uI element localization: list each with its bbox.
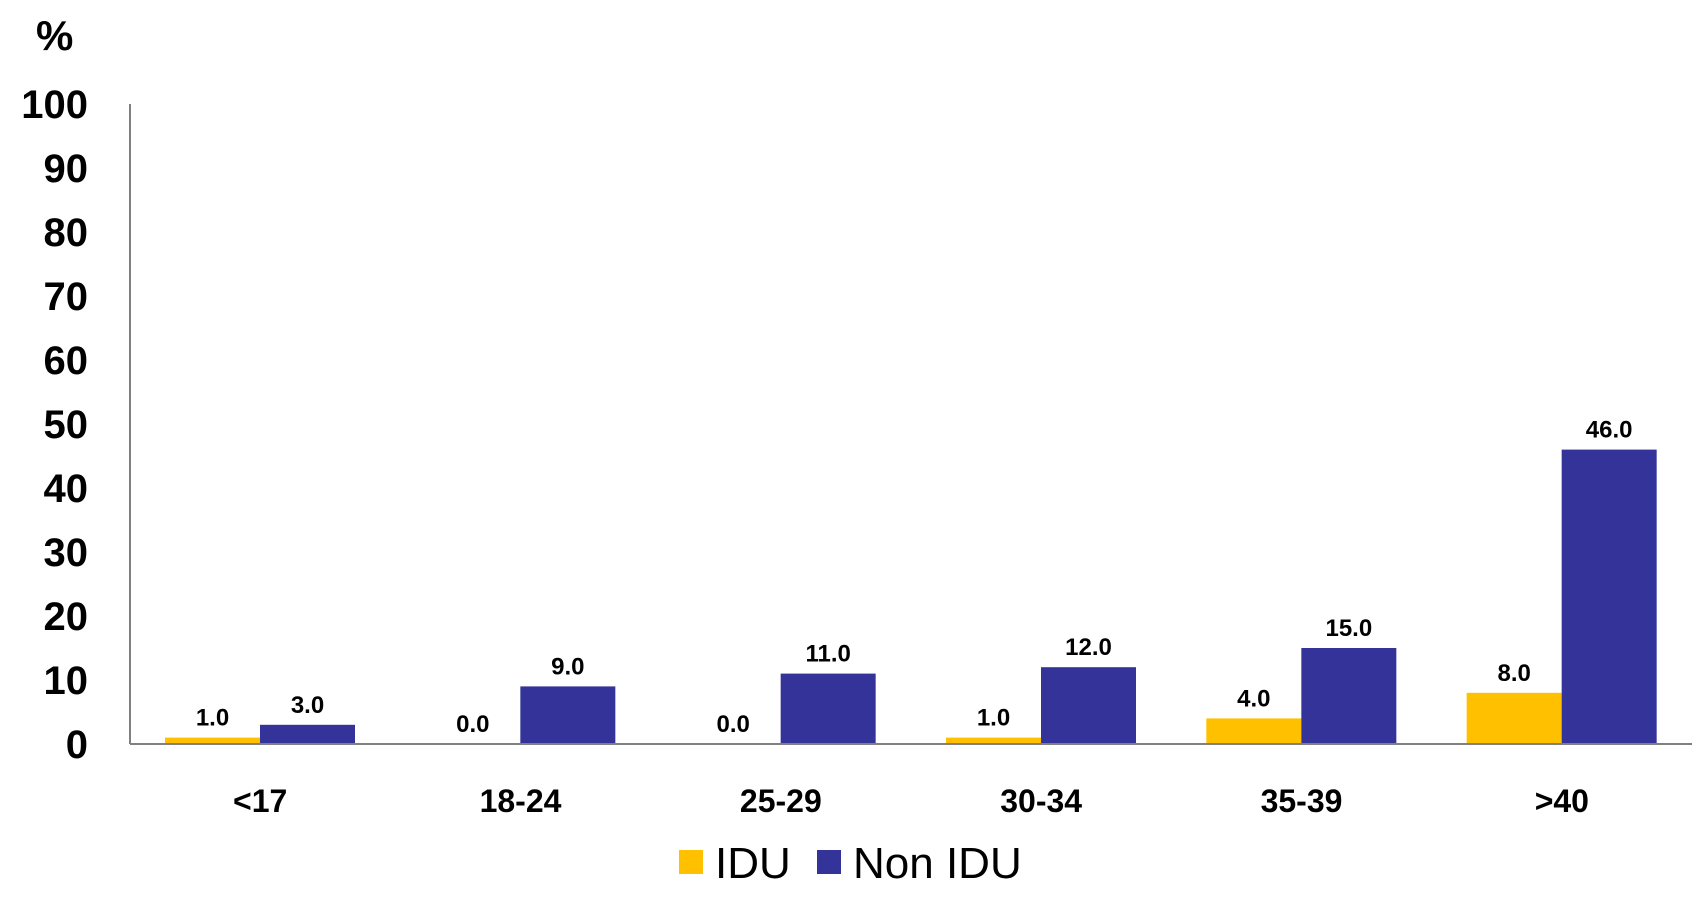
data-labels: 1.0 3.0 0.0 9.0 0.0 11.0 1.0 12.0 4.0 15.0 8.0 46.0: [196, 417, 1633, 738]
legend-label: IDU: [715, 839, 791, 888]
y-tick-label: 30: [44, 531, 89, 575]
data-label: 11.0: [805, 641, 850, 668]
y-tick-label: 20: [44, 595, 89, 639]
y-tick-label: 80: [44, 211, 89, 255]
data-label: 4.0: [1237, 685, 1270, 712]
x-tick-label: 30-34: [1000, 783, 1082, 819]
y-tick-label: 90: [44, 147, 89, 191]
legend-label: Non IDU: [853, 839, 1022, 888]
bar-non-idu: [260, 724, 355, 744]
bar-non-idu: [1041, 667, 1136, 744]
y-tick-label: 60: [44, 339, 89, 383]
y-axis-unit-label: %: [36, 12, 73, 59]
legend: IDU Non IDU: [679, 839, 1022, 888]
legend-swatch: [817, 850, 841, 874]
x-tick-label: 35-39: [1261, 783, 1343, 819]
y-tick-label: 100: [21, 83, 88, 127]
x-axis-ticks: <17 18-24 25-29 30-34 35-39 >40: [233, 783, 1589, 819]
y-tick-label: 0: [66, 723, 88, 767]
x-tick-label: 25-29: [740, 783, 822, 819]
data-label: 0.0: [716, 711, 749, 738]
data-label: 12.0: [1065, 634, 1112, 661]
legend-swatch: [679, 850, 703, 874]
data-label: 46.0: [1586, 417, 1633, 444]
bar-non-idu: [1301, 648, 1397, 744]
data-label: 9.0: [551, 653, 584, 680]
bar-idu: [946, 737, 1041, 744]
data-label: 3.0: [291, 692, 324, 719]
x-tick-label: >40: [1535, 783, 1589, 819]
y-tick-label: 40: [44, 467, 89, 511]
bar-idu: [1466, 692, 1562, 744]
bar-non-idu: [520, 686, 616, 744]
y-tick-label: 70: [44, 275, 89, 319]
bar-idu: [165, 737, 260, 744]
bars: [165, 449, 1657, 744]
bar-idu: [1206, 718, 1302, 744]
data-label: 15.0: [1325, 615, 1372, 642]
y-tick-label: 50: [44, 403, 89, 447]
data-label: 0.0: [456, 711, 489, 738]
bar-non-idu: [780, 673, 876, 744]
y-axis-ticks: 0 10 20 30 40 50 60 70 80 90 100: [21, 83, 88, 767]
data-label: 1.0: [196, 705, 229, 732]
data-label: 8.0: [1497, 660, 1530, 687]
bar-non-idu: [1561, 449, 1657, 744]
x-tick-label: <17: [233, 783, 287, 819]
data-label: 1.0: [977, 705, 1010, 732]
x-tick-label: 18-24: [480, 783, 562, 819]
y-tick-label: 10: [44, 659, 89, 703]
